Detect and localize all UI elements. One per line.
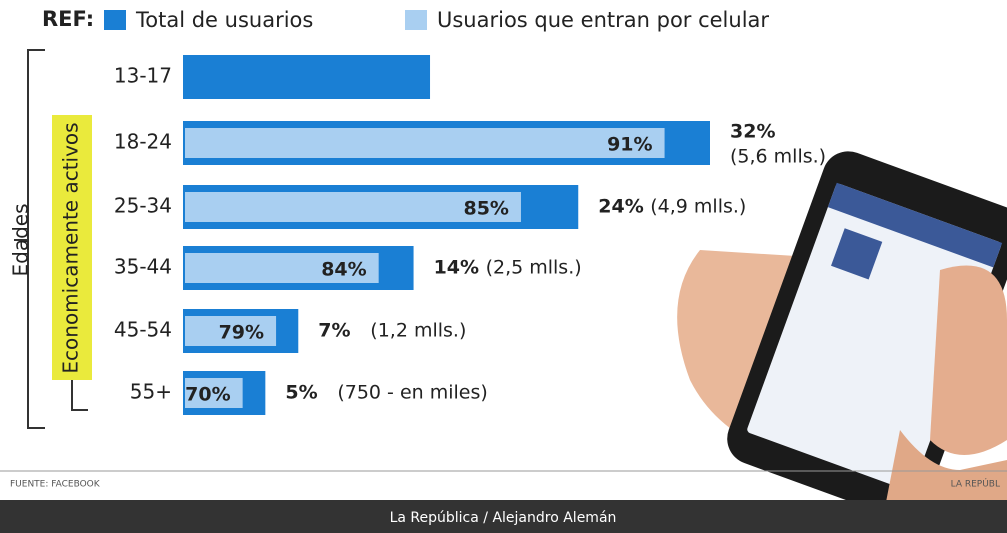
mobile-label: 84% — [321, 259, 366, 281]
legend-title: REF: — [42, 7, 94, 31]
category-label: 18-24 — [114, 130, 172, 154]
mobile-bar — [185, 192, 521, 222]
category-label: 13-17 — [114, 64, 172, 88]
category-label: 55+ — [130, 380, 172, 404]
legend-swatch — [405, 10, 427, 30]
total-label: 24% — [598, 196, 643, 218]
total-label: 14% — [434, 257, 479, 279]
mobile-label: 91% — [607, 134, 652, 156]
source: FUENTE: FACEBOOK — [10, 480, 101, 490]
axis-label: Edades — [9, 203, 33, 276]
publisher: LA REPÚBL — [951, 478, 1000, 490]
group-label: Economicamente activos — [59, 122, 83, 373]
total-bar — [183, 55, 431, 99]
legend-label: Total de usuarios — [135, 8, 313, 32]
category-label: 35-44 — [114, 255, 172, 279]
mobile-bar — [185, 378, 243, 408]
legend-swatch — [104, 10, 126, 30]
group-highlight — [52, 115, 92, 380]
mobile-bar — [185, 128, 665, 158]
mobile-label: 70% — [185, 384, 230, 406]
category-label: 25-34 — [114, 194, 172, 218]
total-label: 32% — [730, 121, 775, 143]
total-label: 5% — [285, 382, 317, 404]
users-label: (2,5 mlls.) — [486, 257, 582, 279]
users-label: (750 - en miles) — [337, 382, 487, 404]
total-label: 7% — [318, 320, 350, 342]
users-label: (4,9 mlls.) — [650, 196, 746, 218]
legend-label: Usuarios que entran por celular — [437, 8, 769, 32]
mobile-label: 85% — [463, 198, 508, 220]
mobile-bar — [185, 253, 379, 283]
mobile-label: 79% — [219, 322, 264, 344]
credit: La República / Alejandro Alemán — [390, 510, 617, 526]
category-label: 45-54 — [114, 318, 172, 342]
age-bracket — [14, 49, 45, 429]
users-label: (1,2 mlls.) — [370, 320, 466, 342]
footer — [0, 500, 1007, 533]
mobile-bar — [185, 316, 277, 346]
users-label: (5,6 mlls.) — [730, 146, 826, 168]
